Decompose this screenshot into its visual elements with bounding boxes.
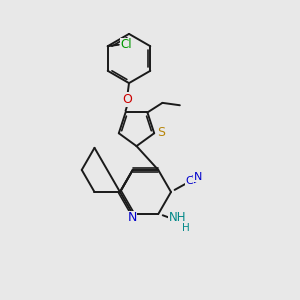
Text: N: N bbox=[128, 211, 137, 224]
Text: O: O bbox=[123, 93, 132, 106]
Text: S: S bbox=[157, 126, 165, 139]
Text: Cl: Cl bbox=[121, 38, 132, 51]
Text: C: C bbox=[186, 176, 194, 187]
Text: N: N bbox=[194, 172, 202, 182]
Text: H: H bbox=[182, 223, 190, 233]
Text: NH: NH bbox=[168, 212, 186, 224]
